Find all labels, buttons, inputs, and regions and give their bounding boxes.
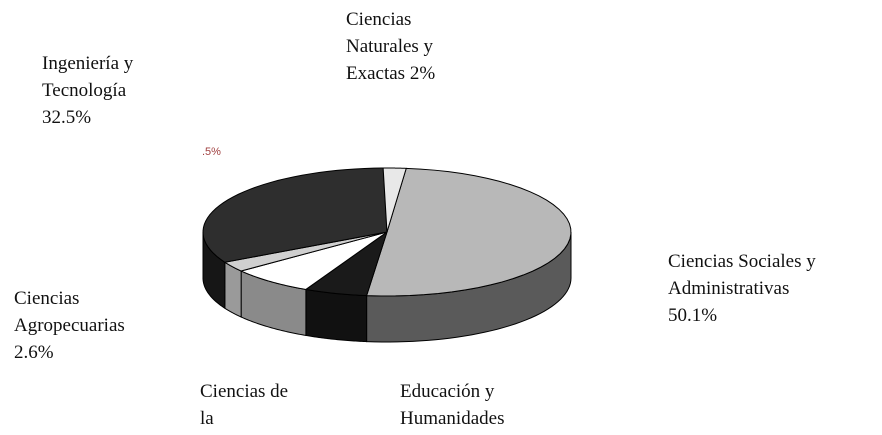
slice	[239, 231, 388, 290]
label: Ciencias de la	[200, 378, 290, 432]
slice	[304, 230, 388, 297]
label: Ingeniería y Tecnología 32.5%	[42, 50, 182, 131]
slice	[365, 167, 572, 297]
slice-side	[224, 261, 242, 318]
slice-side	[305, 288, 368, 343]
label: Ciencias Sociales y Administrativas 50.1%	[668, 248, 882, 329]
category: Ingeniería y Tecnología	[42, 53, 134, 101]
slice	[382, 167, 407, 233]
category: Ciencias Agropecuarias	[14, 288, 125, 336]
slice	[202, 167, 388, 263]
label: Educación y Humanidades	[400, 378, 550, 432]
value-label: 50.1%	[668, 305, 718, 326]
slice	[223, 231, 388, 272]
value-label: 32.5%	[42, 107, 92, 128]
annotation: .5%	[202, 146, 221, 158]
category: Ciencias de la	[200, 381, 289, 429]
value-label: 2%	[409, 63, 436, 84]
label: Ciencias Naturales y Exactas 2%	[346, 6, 476, 87]
category: Educación y Humanidades	[400, 381, 505, 429]
label: Ciencias Agropecuarias 2.6%	[14, 285, 179, 366]
category: Ciencias Sociales y Administrativas	[668, 251, 816, 299]
category: Ciencias Naturales y Exactas	[346, 9, 434, 84]
value-label: 2.6%	[14, 342, 54, 363]
